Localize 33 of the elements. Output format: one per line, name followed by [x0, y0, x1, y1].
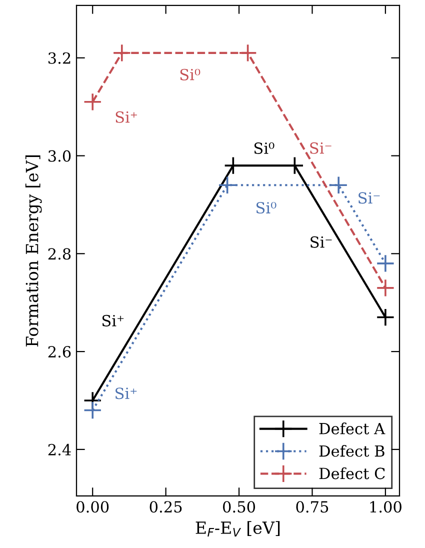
x-tick-label: 0.75: [296, 501, 328, 513]
x-tick-label: 0.50: [223, 501, 256, 513]
x-tick-label: 0.00: [76, 501, 109, 513]
x-axis-title: E$_{F}$-E$_{V}$ [eV]: [196, 521, 280, 537]
point: [83, 92, 102, 112]
point: [83, 401, 102, 420]
legend-label: Defect B: [319, 444, 384, 457]
point: [376, 254, 395, 273]
point: [376, 278, 395, 298]
annotation: Si⁰: [256, 202, 276, 214]
annotation: Si⁺: [116, 111, 137, 123]
y-tick-label: 2.8: [48, 248, 71, 260]
point: [218, 176, 237, 194]
y-tick-label: 2.6: [48, 346, 71, 358]
y-tick-label: 3.0: [48, 150, 71, 162]
annotation: Si⁺: [102, 314, 124, 326]
legend-label: Defect C: [319, 467, 385, 480]
x-tick-label: 1.00: [370, 501, 402, 513]
x-tick-label: 0.25: [150, 501, 182, 513]
annotation: Si⁻: [310, 236, 332, 248]
point: [329, 176, 348, 194]
annotation: Si⁰: [180, 68, 200, 80]
y-tick-label: 3.2: [48, 52, 70, 64]
point: [376, 308, 395, 327]
annotation: Si⁺: [116, 388, 137, 400]
point: [112, 44, 132, 62]
annotation: Si⁻: [310, 142, 332, 154]
point: [238, 44, 258, 62]
legend-label: Defect A: [319, 422, 386, 434]
annotation: Si⁻: [358, 192, 380, 204]
y-axis-title: Formation Energy [eV]: [25, 155, 42, 347]
annotation: Si⁰: [254, 142, 274, 154]
y-tick-label: 2.4: [48, 444, 71, 456]
